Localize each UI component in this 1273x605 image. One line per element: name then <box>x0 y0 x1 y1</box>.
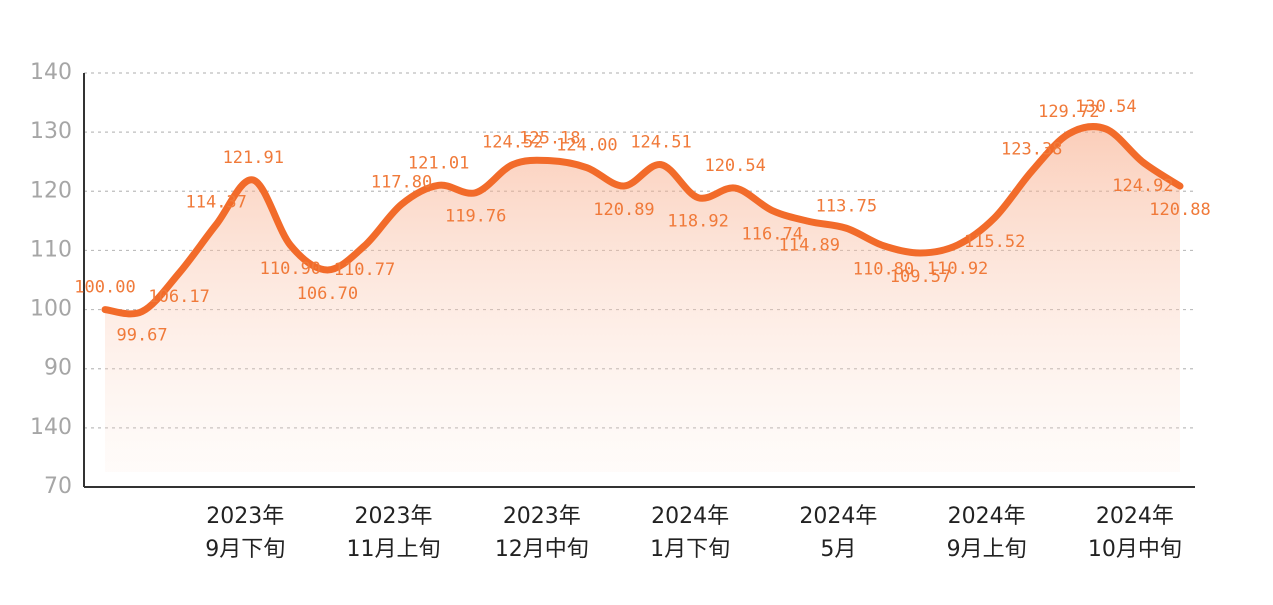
data-label: 120.88 <box>1149 200 1210 220</box>
data-label: 117.80 <box>371 172 432 192</box>
data-label: 99.67 <box>116 326 167 346</box>
x-tick-label: 2023年 12月中旬 <box>495 504 589 562</box>
data-label: 109.57 <box>890 267 951 287</box>
x-tick-label: 2024年 5月 <box>799 504 877 562</box>
data-label: 110.92 <box>927 259 988 279</box>
data-label: 116.74 <box>742 225 803 245</box>
data-label: 129.72 <box>1038 102 1099 122</box>
y-tick-label: 100 <box>30 297 72 322</box>
data-label: 118.92 <box>667 212 728 232</box>
data-label: 114.89 <box>779 236 840 256</box>
line <box>101 123 1184 318</box>
data-label: 124.00 <box>556 136 617 156</box>
data-label: 120.89 <box>593 200 654 220</box>
x-tick-label: 2024年 10月中旬 <box>1088 504 1182 562</box>
data-label: 110.80 <box>853 260 914 280</box>
data-label: 124.92 <box>1112 176 1173 196</box>
data-label: 106.70 <box>297 284 358 304</box>
data-label: 121.91 <box>223 148 284 168</box>
data-label: 123.38 <box>1001 139 1062 159</box>
data-label: 110.90 <box>260 259 321 279</box>
y-tick-label: 120 <box>30 178 72 203</box>
data-label: 115.52 <box>964 232 1025 252</box>
y-tick-label: 130 <box>30 119 72 144</box>
data-label: 125.18 <box>519 129 580 149</box>
y-tick-label: 90 <box>44 356 72 381</box>
y-tick-label: 140 <box>30 415 72 440</box>
data-label: 121.01 <box>408 153 469 173</box>
data-label: 124.52 <box>482 133 543 153</box>
x-tick-label: 2023年 11月上旬 <box>347 504 441 562</box>
data-label: 114.37 <box>185 193 246 213</box>
data-label: 130.54 <box>1075 97 1136 117</box>
data-label: 113.75 <box>816 196 877 216</box>
y-tick-label: 110 <box>30 237 72 262</box>
x-tick-label: 2023年 9月下旬 <box>205 504 285 562</box>
data-label: 100.00 <box>74 278 135 298</box>
data-label: 120.54 <box>704 156 765 176</box>
y-tick-label: 70 <box>44 474 72 499</box>
x-tick-label: 2024年 9月上旬 <box>947 504 1027 562</box>
data-label: 106.17 <box>148 287 209 307</box>
data-label: 110.77 <box>334 260 395 280</box>
x-tick-label: 2024年 1月下旬 <box>650 504 730 562</box>
data-label: 124.51 <box>630 133 691 153</box>
data-label: 119.76 <box>445 207 506 227</box>
area <box>105 126 1180 472</box>
y-tick-label: 140 <box>30 60 72 85</box>
